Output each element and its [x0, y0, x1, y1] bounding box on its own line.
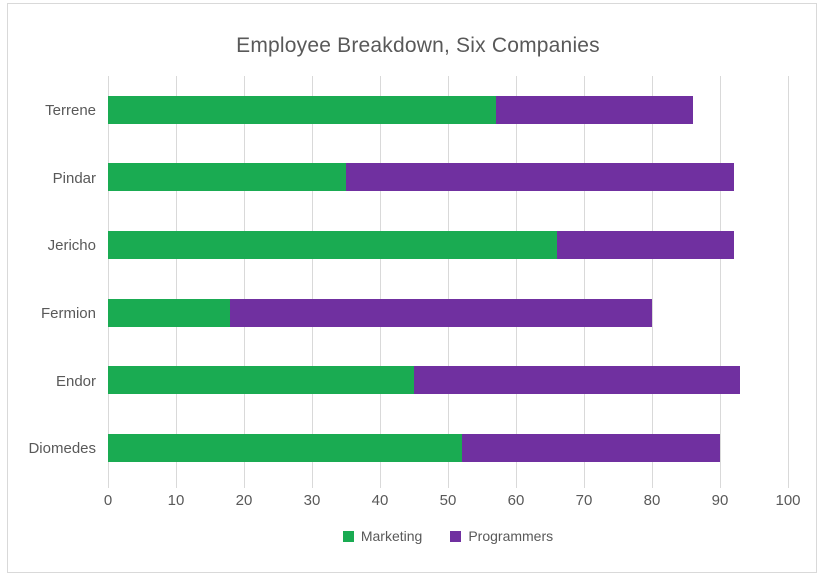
bar-segment-marketing-endor — [108, 366, 414, 395]
bar-row-jericho — [108, 211, 788, 279]
x-tick-mark-90 — [720, 482, 721, 488]
x-tick-label-0: 0 — [103, 492, 113, 509]
x-tick-mark-80 — [652, 482, 653, 488]
bar-row-endor — [108, 347, 788, 415]
bar-row-fermion — [108, 279, 788, 347]
plot-area — [108, 76, 789, 482]
gridline-x-70 — [584, 76, 585, 482]
x-tick-label-70: 70 — [575, 492, 593, 509]
legend-label-programmers: Programmers — [468, 528, 554, 544]
gridline-x-10 — [176, 76, 177, 482]
bar-segment-marketing-pindar — [108, 163, 346, 192]
category-label-fermion: Fermion — [40, 304, 96, 322]
stacked-bar-jericho — [108, 231, 788, 260]
legend-item-programmers: Programmers — [450, 528, 553, 544]
legend-swatch-programmers — [450, 530, 462, 542]
gridline-x-60 — [516, 76, 517, 482]
x-tick-label-80: 80 — [643, 492, 661, 509]
x-tick-label-100: 100 — [775, 492, 801, 509]
bar-row-terrene — [108, 76, 788, 144]
category-label-diomedes: Diomedes — [28, 440, 96, 458]
legend-swatch-marketing — [342, 530, 354, 542]
stacked-bar-endor — [108, 366, 788, 395]
x-tick-mark-50 — [448, 482, 449, 488]
legend-item-marketing: Marketing — [342, 528, 423, 544]
x-tick-label-40: 40 — [371, 492, 389, 509]
legend-label-marketing: Marketing — [360, 528, 423, 544]
category-label-jericho: Jericho — [47, 237, 96, 255]
gridline-x-90 — [720, 76, 721, 482]
x-tick-mark-0 — [108, 482, 109, 488]
gridline-x-30 — [312, 76, 313, 482]
chart-title: Employee Breakdown, Six Companies — [236, 34, 600, 57]
category-label-endor: Endor — [55, 372, 96, 390]
gridline-x-0 — [108, 76, 109, 482]
bar-segment-programmers-diomedes — [461, 434, 720, 463]
bar-segment-programmers-jericho — [556, 231, 734, 260]
gridline-x-20 — [244, 76, 245, 482]
x-axis: 0 10 20 30 40 50 60 70 80 90 100 — [104, 482, 801, 516]
gridline-x-50 — [448, 76, 449, 482]
bar-segment-marketing-fermion — [108, 298, 231, 327]
legend: Marketing Programmers — [108, 528, 788, 544]
x-tick-label-60: 60 — [507, 492, 525, 509]
gridline-x-100 — [788, 76, 789, 482]
gridline-x-40 — [380, 76, 381, 482]
x-tick-mark-60 — [516, 482, 517, 488]
x-tick-label-90: 90 — [711, 492, 729, 509]
x-tick-mark-10 — [176, 482, 177, 488]
x-tick-mark-70 — [584, 482, 585, 488]
bar-row-pindar — [108, 144, 788, 212]
stacked-bar-terrene — [108, 95, 788, 124]
x-tick-mark-100 — [788, 482, 789, 488]
bar-segment-marketing-terrene — [108, 95, 496, 124]
x-tick-label-50: 50 — [439, 492, 457, 509]
bar-segment-marketing-diomedes — [108, 434, 462, 463]
bar-segment-marketing-jericho — [108, 231, 557, 260]
bar-segment-programmers-pindar — [346, 163, 734, 192]
x-tick-label-20: 20 — [235, 492, 253, 509]
x-tick-label-30: 30 — [303, 492, 321, 509]
x-tick-label-10: 10 — [167, 492, 185, 509]
bar-segment-programmers-fermion — [230, 298, 652, 327]
x-tick-mark-40 — [380, 482, 381, 488]
x-tick-mark-20 — [244, 482, 245, 488]
category-label-terrene: Terrene — [45, 101, 96, 119]
category-label-pindar: Pindar — [52, 169, 96, 187]
stacked-bar-pindar — [108, 163, 788, 192]
stacked-bar-diomedes — [108, 434, 788, 463]
chart-frame: Employee Breakdown, Six Companies Terren… — [7, 3, 817, 573]
bar-segment-programmers-terrene — [495, 95, 693, 124]
stacked-bar-fermion — [108, 298, 788, 327]
bar-segment-programmers-endor — [414, 366, 741, 395]
y-axis-category-labels: Terrene Pindar Jericho Fermion Endor Diomedes — [8, 76, 96, 482]
gridline-x-80 — [652, 76, 653, 482]
bar-row-diomedes — [108, 414, 788, 482]
x-tick-mark-30 — [312, 482, 313, 488]
